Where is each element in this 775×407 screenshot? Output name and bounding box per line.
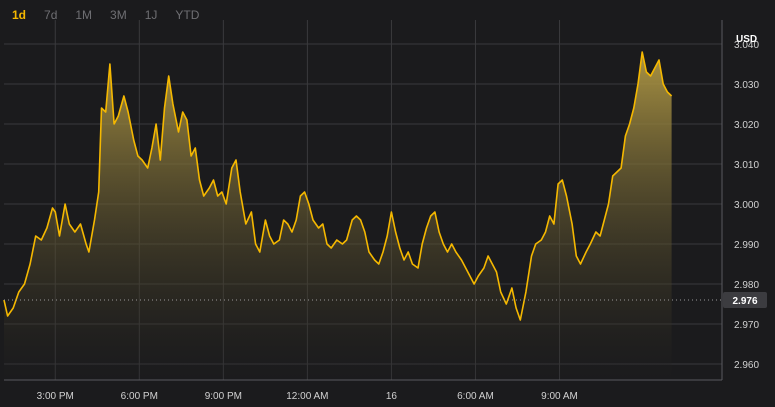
price-area	[3, 51, 673, 380]
y-tick-label: 2.980	[734, 280, 759, 291]
y-tick-label: 3.000	[734, 200, 759, 211]
axes: 3.040 3.030 3.020 3.010 3.000 2.990 2.980 2.970…	[4, 20, 767, 402]
x-tick-label: 9:00 AM	[541, 391, 578, 402]
y-tick-label: 2.990	[734, 240, 759, 251]
tab-7d[interactable]: 7d	[44, 8, 58, 22]
x-tick-label: 9:00 PM	[205, 391, 242, 402]
x-tick-label: 6:00 AM	[457, 391, 494, 402]
current-price-label: 2.976	[732, 296, 757, 307]
x-tick-label: 6:00 PM	[121, 391, 158, 402]
x-tick-label: 16	[386, 391, 398, 402]
y-tick-label: 3.040	[734, 40, 759, 51]
tab-1m[interactable]: 1M	[75, 8, 93, 22]
y-tick-label: 2.970	[734, 320, 759, 331]
current-price-tag	[723, 292, 767, 308]
tab-ytd[interactable]: YTD	[175, 8, 200, 22]
unit-label: USD	[736, 34, 757, 45]
y-tick-label: 3.030	[734, 80, 759, 91]
time-range-tabs: 1d 7d 1M 3M 1J YTD	[0, 0, 205, 30]
x-tick-label: 3:00 PM	[37, 391, 74, 402]
tab-1d[interactable]: 1d	[12, 8, 27, 22]
price-line	[3, 51, 673, 321]
x-tick-label: 12:00 AM	[286, 391, 328, 402]
tab-1j[interactable]: 1J	[144, 8, 158, 22]
y-tick-label: 3.020	[734, 120, 759, 131]
y-tick-label: 3.010	[734, 160, 759, 171]
tab-3m[interactable]: 3M	[110, 8, 127, 22]
price-area-fill	[4, 52, 672, 380]
y-tick-label: 2.960	[734, 360, 759, 371]
